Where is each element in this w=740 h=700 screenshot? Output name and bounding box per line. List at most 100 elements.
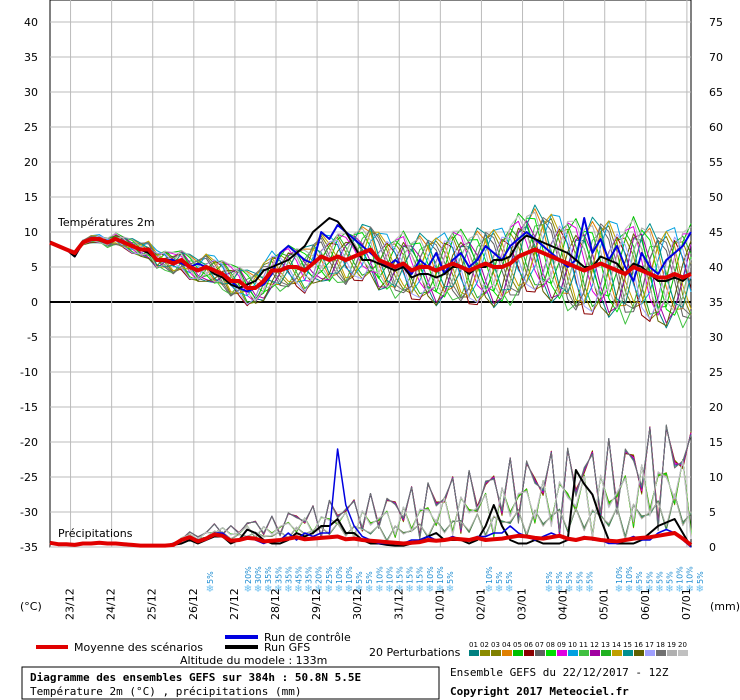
right-tick-label: 10: [709, 471, 723, 484]
left-unit: (°C): [20, 600, 42, 613]
snow-probability-label: 10%: [485, 566, 494, 584]
date-label: 28/12: [269, 588, 282, 620]
snow-flake-icon: ❄: [696, 584, 704, 595]
perturbation-lines: [49, 204, 692, 547]
snow-probability-label: 35%: [274, 566, 283, 584]
left-tick-label: -10: [20, 366, 38, 379]
snow-probability-label: 5%: [696, 571, 705, 584]
left-tick-label: -35: [20, 541, 38, 554]
snow-flake-icon: ❄: [426, 584, 434, 595]
perturbation-precip-line: [49, 425, 692, 547]
date-label: 23/12: [64, 588, 77, 620]
snow-probability-label: 35%: [284, 566, 293, 584]
date-label: 02/01: [474, 588, 487, 620]
snow-flake-icon: ❄: [385, 584, 393, 595]
temp-label: Températures 2m: [57, 216, 155, 229]
perturbation-precip-line: [49, 426, 692, 547]
snow-flake-icon: ❄: [416, 584, 424, 595]
perturbation-number: 15: [623, 641, 632, 649]
perturbation-swatch: [480, 650, 490, 656]
precip-label: Précipitations: [58, 527, 133, 540]
snow-probability-label: 10%: [615, 566, 624, 584]
copyright-label: Copyright 2017 Meteociel.fr: [450, 685, 629, 698]
snow-probability-label: 5%: [555, 571, 564, 584]
snow-probability-label: 5%: [645, 571, 654, 584]
left-tick-label: 5: [31, 261, 38, 274]
snow-flake-icon: ❄: [375, 584, 383, 595]
perturbation-swatch: [469, 650, 479, 656]
date-label: 26/12: [187, 588, 200, 620]
snow-flake-icon: ❄: [655, 584, 663, 595]
snow-probability-label: 10%: [625, 566, 634, 584]
left-tick-label: -30: [20, 506, 38, 519]
snow-probability-label: 5%: [355, 571, 364, 584]
snow-probability-label: 10%: [345, 566, 354, 584]
perturbation-number: 12: [590, 641, 599, 649]
snow-flake-icon: ❄: [436, 584, 444, 595]
snow-probability-label: 5%: [446, 571, 455, 584]
perturbation-precip-line: [49, 426, 692, 547]
snow-flake-icon: ❄: [565, 584, 573, 595]
perturbation-number: 16: [634, 641, 643, 649]
left-tick-label: -15: [20, 401, 38, 414]
snow-flake-icon: ❄: [206, 584, 214, 595]
perturbation-number: 20: [678, 641, 687, 649]
snow-probability-label: 5%: [365, 571, 374, 584]
snow-probability-label: 5%: [585, 571, 594, 584]
snow-probability-label: 20%: [244, 566, 253, 584]
precip-mean-line: [49, 531, 693, 548]
snow-probability-label: 15%: [416, 566, 425, 584]
right-tick-label: 75: [709, 16, 723, 29]
date-label: 06/01: [639, 588, 652, 620]
chart-title: Diagramme des ensembles GEFS sur 384h : …: [30, 671, 361, 684]
snow-flake-icon: ❄: [446, 584, 454, 595]
perturbation-swatch: [645, 650, 655, 656]
snow-probability-label: 5%: [495, 571, 504, 584]
perturbation-swatch: [568, 650, 578, 656]
snow-flake-icon: ❄: [545, 584, 553, 595]
snow-flake-icon: ❄: [284, 584, 292, 595]
perturbation-precip-line: [49, 426, 692, 547]
date-label: 24/12: [105, 588, 118, 620]
perturbation-swatch: [524, 650, 534, 656]
left-tick-label: -20: [20, 436, 38, 449]
left-tick-label: 25: [24, 121, 38, 134]
snow-flake-icon: ❄: [686, 584, 694, 595]
date-label: 31/12: [392, 588, 405, 620]
left-tick-label: 30: [24, 86, 38, 99]
perturbation-temp-line: [49, 225, 692, 320]
left-tick-label: 10: [24, 226, 38, 239]
snow-flake-icon: ❄: [264, 584, 272, 595]
right-tick-label: 65: [709, 86, 723, 99]
date-label: 05/01: [598, 588, 611, 620]
left-tick-label: -25: [20, 471, 38, 484]
perturbation-number: 10: [568, 641, 577, 649]
snow-flake-icon: ❄: [625, 584, 633, 595]
date-label: 27/12: [228, 588, 241, 620]
perturbation-swatch: [667, 650, 677, 656]
snow-probability-label: 30%: [254, 566, 263, 584]
main-series-lines: [49, 217, 693, 548]
perturbation-swatch: [491, 650, 501, 656]
perturbation-swatch: [612, 650, 622, 656]
snow-probability-row: ❄5%❄20%❄30%❄35%❄35%❄35%❄45%❄35%❄20%❄25%❄…: [206, 566, 705, 595]
perturbation-number: 05: [513, 641, 522, 649]
perturbation-number: 04: [502, 641, 511, 649]
snow-flake-icon: ❄: [645, 584, 653, 595]
perturbation-number: 13: [601, 641, 610, 649]
perturbation-number: 11: [579, 641, 588, 649]
right-tick-label: 50: [709, 191, 723, 204]
ensemble-run-label: Ensemble GEFS du 22/12/2017 - 12Z: [450, 666, 669, 679]
right-tick-label: 35: [709, 296, 723, 309]
snow-probability-label: 5%: [575, 571, 584, 584]
snow-flake-icon: ❄: [325, 584, 333, 595]
snow-flake-icon: ❄: [575, 584, 583, 595]
right-tick-label: 70: [709, 51, 723, 64]
snow-flake-icon: ❄: [615, 584, 623, 595]
date-label: 01/01: [433, 588, 446, 620]
right-tick-label: 25: [709, 366, 723, 379]
perturbation-number: 07: [535, 641, 544, 649]
snow-probability-label: 5%: [545, 571, 554, 584]
date-label: 04/01: [557, 588, 570, 620]
perturbation-number: 17: [645, 641, 654, 649]
